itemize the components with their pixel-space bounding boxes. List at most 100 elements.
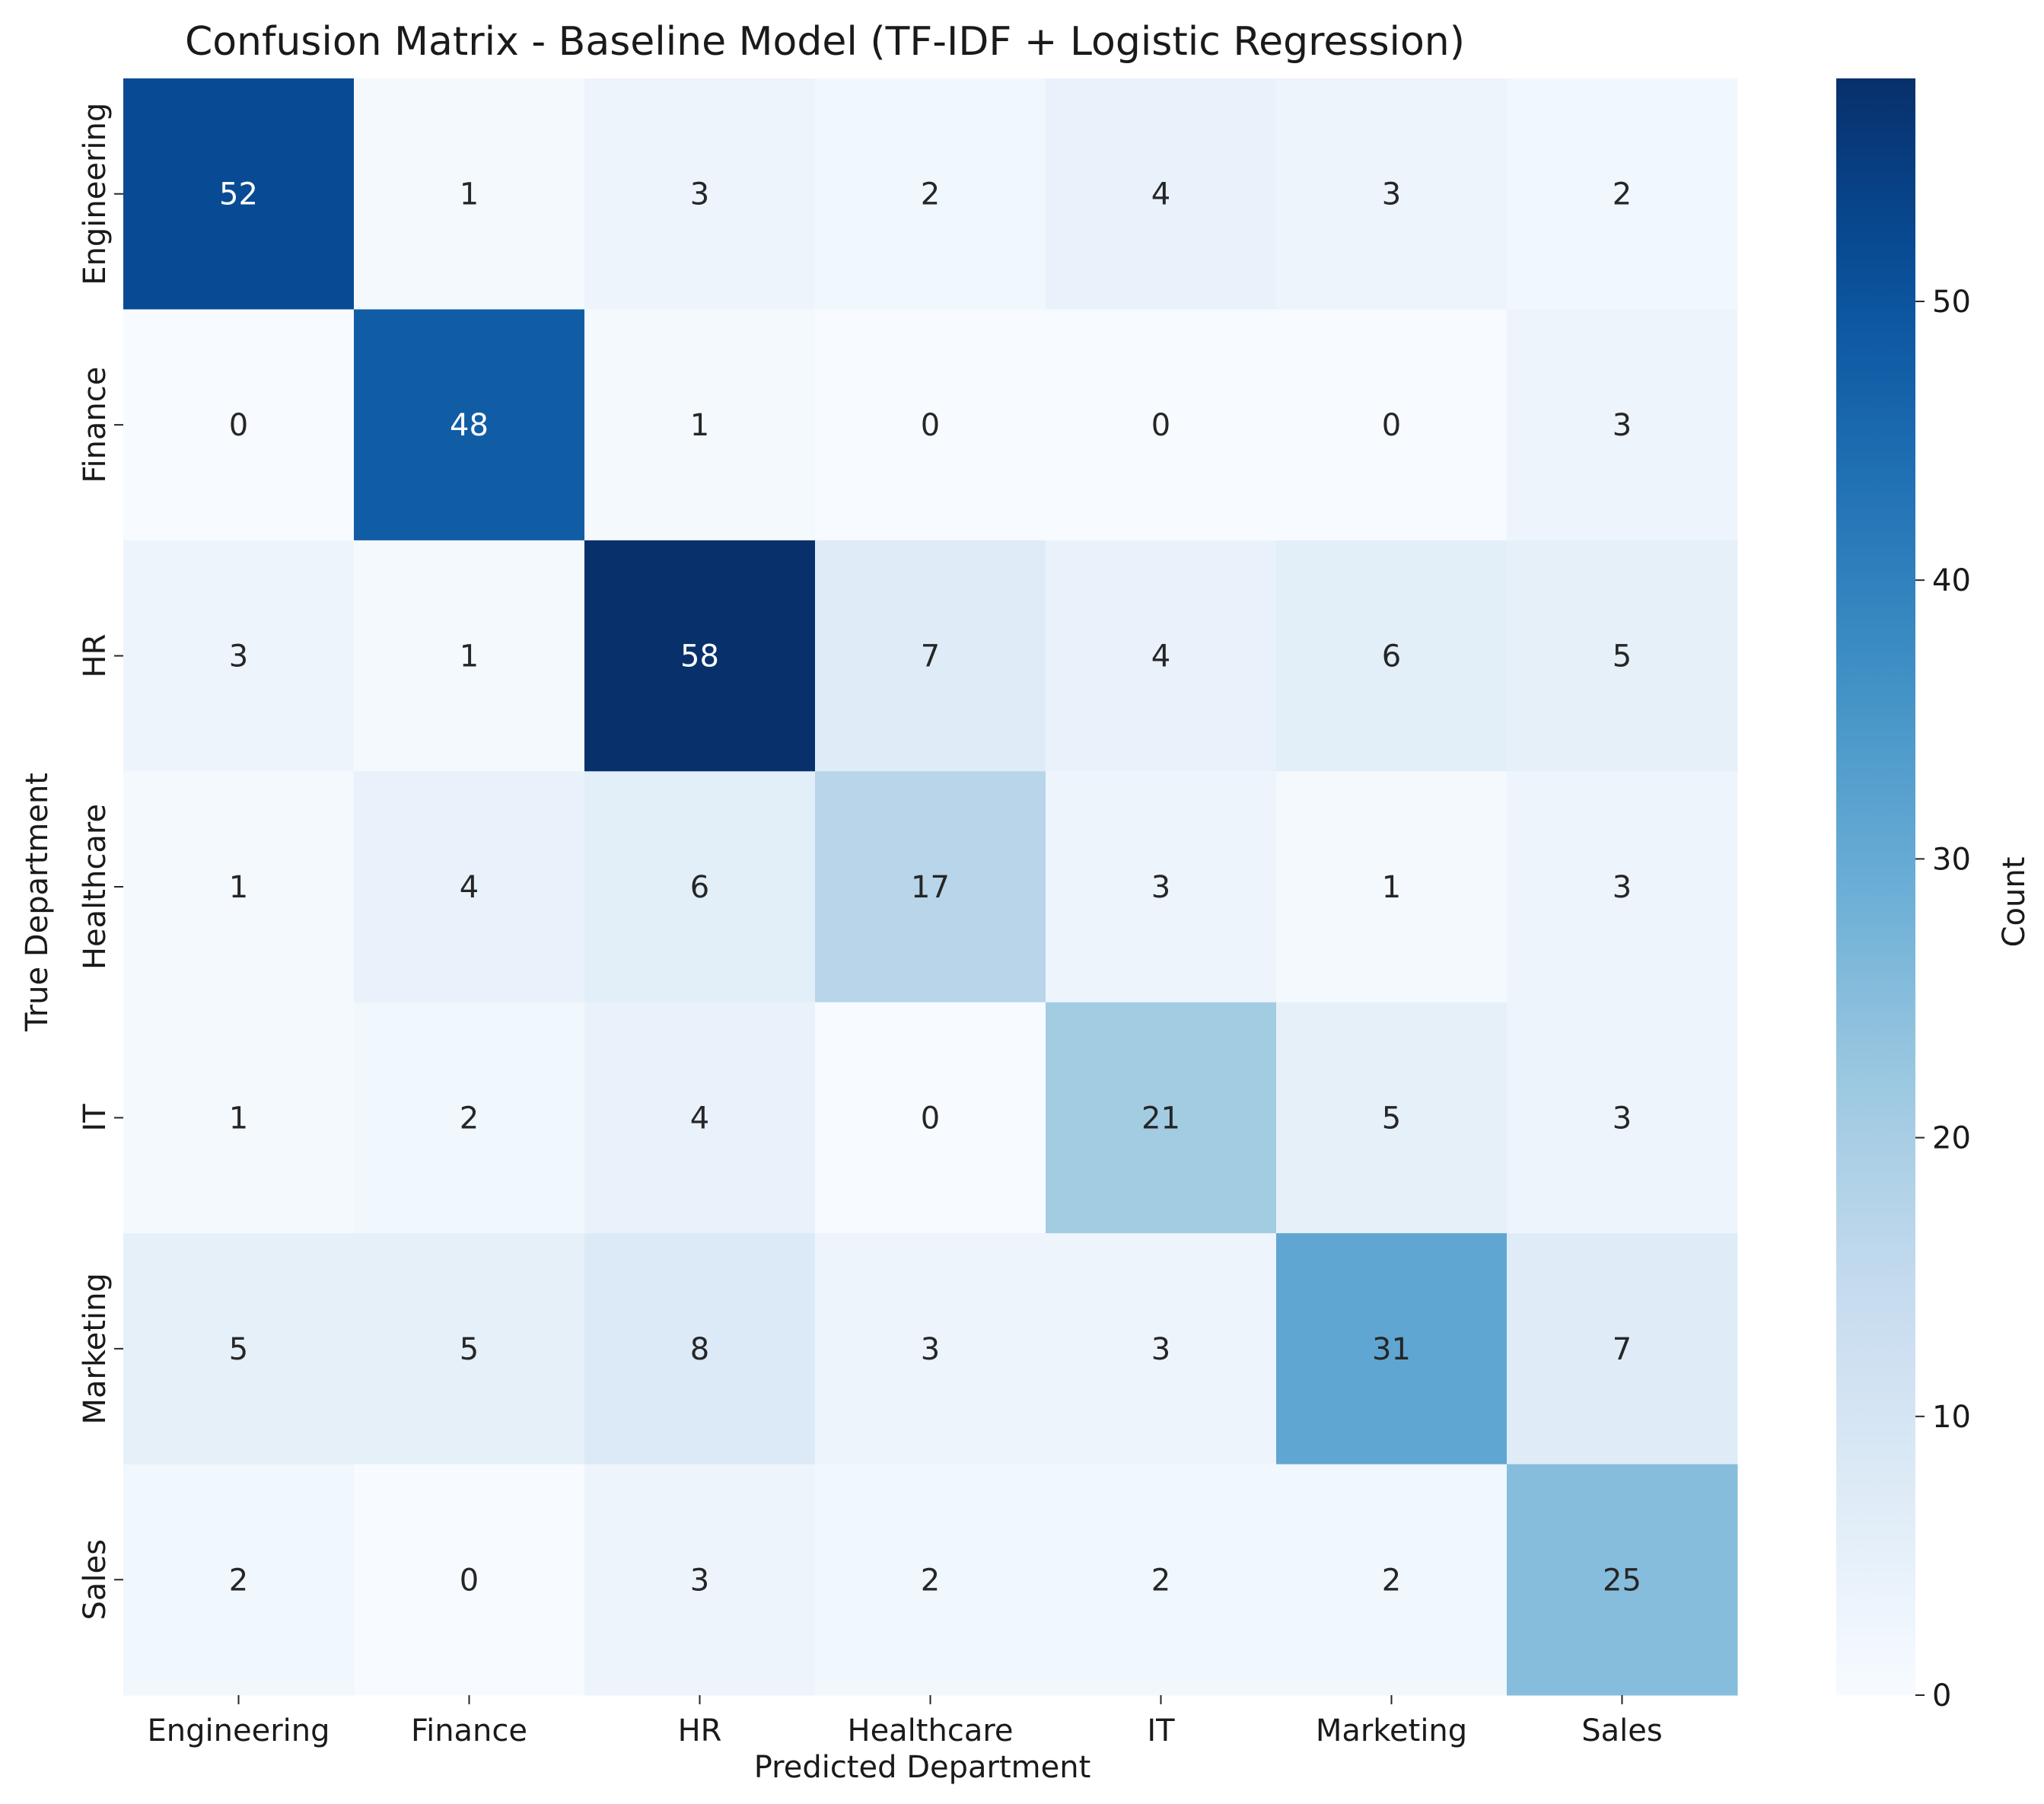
- cell-value-label: 3: [1151, 870, 1170, 905]
- heatmap-cell: [354, 309, 585, 541]
- colorbar-gradient: [1836, 78, 1915, 1695]
- heatmap-cell: [123, 78, 355, 310]
- cell-value-label: 4: [1151, 639, 1170, 674]
- cell-value-label: 52: [219, 177, 258, 212]
- x-tick-label: Sales: [1581, 1713, 1662, 1748]
- heatmap-cell: [1046, 309, 1277, 541]
- cell-value-label: 2: [1382, 1563, 1401, 1598]
- cell-value-label: 0: [1151, 408, 1170, 443]
- cell-value-label: 3: [1613, 870, 1632, 905]
- x-tick-label: Engineering: [148, 1713, 330, 1748]
- x-axis-label: Predicted Department: [754, 1750, 1091, 1785]
- cell-value-label: 6: [690, 870, 709, 905]
- heatmap-cell: [354, 771, 585, 1003]
- cell-value-label: 2: [921, 1563, 940, 1598]
- y-tick-label: Marketing: [78, 1273, 113, 1424]
- heatmap-cell: [584, 771, 816, 1003]
- cell-value-label: 1: [229, 870, 248, 905]
- cell-value-label: 48: [450, 408, 489, 443]
- cell-value-label: 3: [690, 177, 709, 212]
- heatmap-cell: [584, 1002, 816, 1234]
- cell-value-label: 0: [921, 1101, 940, 1136]
- cell-value-label: 31: [1372, 1332, 1411, 1367]
- cell-value-label: 7: [921, 639, 940, 674]
- x-tick-label: HR: [678, 1713, 722, 1748]
- cell-value-label: 1: [229, 1101, 248, 1136]
- y-tick-label: IT: [78, 1104, 113, 1132]
- cell-value-label: 4: [460, 870, 479, 905]
- x-tick-label: Finance: [411, 1713, 527, 1748]
- cell-value-label: 3: [1613, 1101, 1632, 1136]
- cell-value-label: 2: [229, 1563, 248, 1598]
- heatmap-cell: [584, 1233, 816, 1465]
- cell-value-label: 2: [921, 177, 940, 212]
- heatmap-cell: [1276, 771, 1508, 1003]
- cell-value-label: 4: [1151, 177, 1170, 212]
- cell-value-label: 1: [690, 408, 709, 443]
- cell-value-label: 2: [1613, 177, 1632, 212]
- heatmap-cell: [1276, 1002, 1508, 1234]
- colorbar-tick-label: 50: [1932, 285, 1971, 320]
- x-tick-label: Healthcare: [847, 1713, 1013, 1748]
- cell-value-label: 3: [1382, 177, 1401, 212]
- cell-value-label: 5: [1613, 639, 1632, 674]
- heatmap-cell: [354, 540, 585, 772]
- cell-value-label: 17: [911, 870, 950, 905]
- x-tick-label: Marketing: [1316, 1713, 1467, 1748]
- heatmap-cell: [1046, 540, 1277, 772]
- heatmap-cell: [815, 1464, 1046, 1696]
- colorbar-label: Count: [1997, 857, 2032, 948]
- cell-value-label: 21: [1141, 1101, 1180, 1136]
- heatmap-cell: [1507, 540, 1738, 772]
- cell-value-label: 3: [690, 1563, 709, 1598]
- heatmap-cell: [1046, 78, 1277, 310]
- heatmap-cell: [584, 540, 816, 772]
- cell-value-label: 5: [1382, 1101, 1401, 1136]
- cell-value-label: 4: [690, 1101, 709, 1136]
- heatmap-cell: [1507, 78, 1738, 310]
- cell-value-label: 1: [1382, 870, 1401, 905]
- heatmap-cell: [1276, 78, 1508, 310]
- heatmap-cell: [123, 1002, 355, 1234]
- cell-value-label: 3: [1151, 1332, 1170, 1367]
- heatmap-cell: [354, 1233, 585, 1465]
- heatmap-cell: [1507, 309, 1738, 541]
- heatmap-cell: [1046, 1002, 1277, 1234]
- heatmap-cell: [584, 309, 816, 541]
- cell-value-label: 3: [921, 1332, 940, 1367]
- cell-value-label: 3: [229, 639, 248, 674]
- heatmap-cell: [584, 78, 816, 310]
- heatmap-cell: [354, 78, 585, 310]
- cell-value-label: 5: [229, 1332, 248, 1367]
- colorbar-tick-label: 10: [1932, 1400, 1971, 1435]
- heatmap-cell: [1507, 1464, 1738, 1696]
- colorbar-tick-label: 20: [1932, 1121, 1971, 1156]
- heatmap-cell: [123, 771, 355, 1003]
- cell-value-label: 3: [1613, 408, 1632, 443]
- cell-value-label: 2: [460, 1101, 479, 1136]
- heatmap-cell: [1046, 771, 1277, 1003]
- colorbar: 0 10 20 30 40 50: [1836, 78, 1971, 1713]
- heatmap-cell: [1276, 309, 1508, 541]
- colorbar-tick-label: 40: [1932, 563, 1971, 598]
- heatmap-cell: [123, 1233, 355, 1465]
- heatmap-cell: [123, 540, 355, 772]
- y-tick-label: Finance: [78, 367, 113, 483]
- heatmap-cell: [123, 1464, 355, 1696]
- heatmap-cell: [1046, 1464, 1277, 1696]
- heatmap-cell: [1507, 771, 1738, 1003]
- cell-value-label: 8: [690, 1332, 709, 1367]
- cell-value-label: 0: [229, 408, 248, 443]
- heatmap-cell: [354, 1002, 585, 1234]
- heatmap-cell: [1507, 1002, 1738, 1234]
- heatmap-cells: [123, 78, 1738, 1696]
- heatmap-cell: [815, 1233, 1046, 1465]
- y-axis-label: True Department: [20, 773, 55, 1032]
- heatmap-cell: [1046, 1233, 1277, 1465]
- colorbar-tick-label: 30: [1932, 842, 1971, 877]
- cell-value-label: 1: [460, 177, 479, 212]
- heatmap-cell: [123, 309, 355, 541]
- heatmap-cell: [815, 771, 1046, 1003]
- cell-value-label: 2: [1151, 1563, 1170, 1598]
